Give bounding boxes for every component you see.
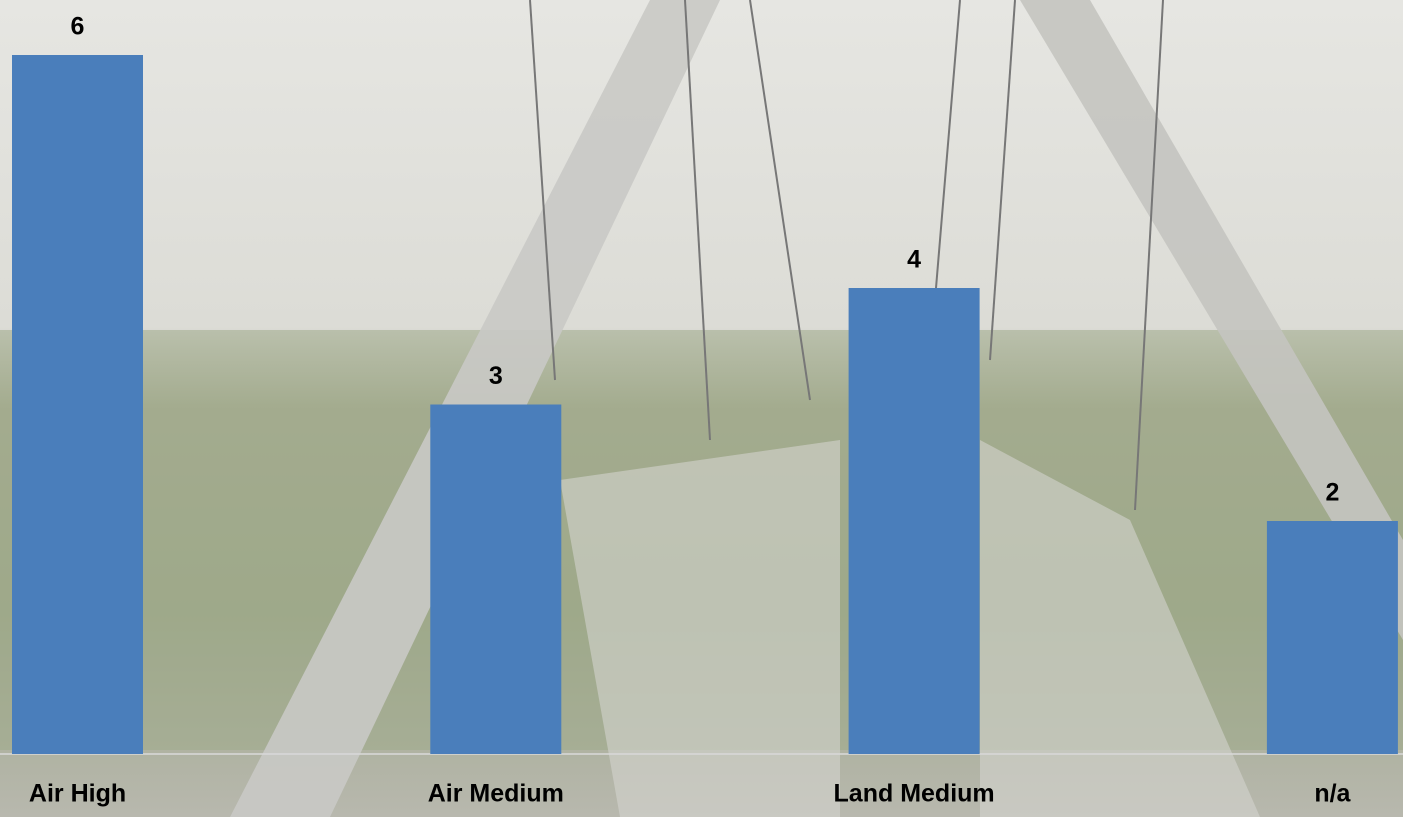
bar — [1266, 521, 1398, 754]
x-tick-label: Land Medium — [834, 780, 995, 808]
bar — [12, 55, 143, 754]
bar — [848, 288, 980, 754]
x-tick-label: Air High — [29, 780, 126, 808]
bar — [430, 404, 562, 754]
x-tick-label: Air Medium — [428, 780, 564, 808]
data-label: 4 — [907, 246, 921, 274]
data-label: 2 — [1325, 479, 1339, 507]
data-label: 3 — [489, 362, 503, 390]
x-tick-label: n/a — [1314, 780, 1351, 808]
data-label: 6 — [71, 13, 85, 41]
